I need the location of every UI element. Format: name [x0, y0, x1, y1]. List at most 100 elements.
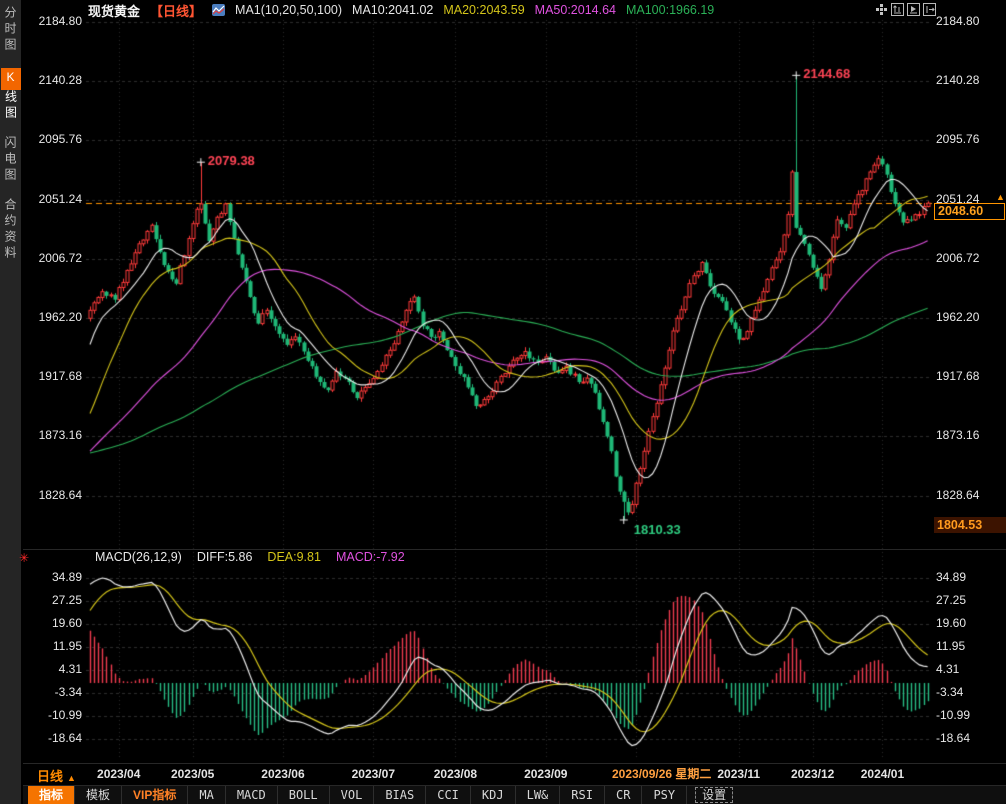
header-tool-icons: [875, 3, 936, 16]
macd-axis-label: -10.99: [47, 708, 82, 723]
ma10-value: MA10:2041.02: [352, 3, 434, 17]
macd-axis-label: -18.64: [47, 731, 82, 746]
y-axis-price-label: 1962.20: [936, 310, 980, 324]
indicator-macd[interactable]: MACD: [226, 786, 278, 804]
move-chart-icon[interactable]: [875, 3, 888, 16]
x-axis-month-label: 2023/11: [717, 767, 761, 781]
sidebar-tab-kline-chart[interactable]: K线图: [0, 68, 21, 122]
panel-divider: [23, 549, 1006, 550]
macd-axis-label: 27.25: [936, 593, 967, 608]
vip-indicators-button[interactable]: VIP指标: [122, 786, 189, 804]
macd-y-axis-left: 34.89 27.25 19.60 11.95 4.31 -3.34 -10.99 -18.6…: [18, 0, 82, 804]
y-axis-price-label: 1962.20: [38, 310, 82, 324]
y-axis-price-label: 2051.24: [38, 191, 82, 206]
y-axis-price-label: 2140.28: [936, 73, 980, 88]
x-axis-month-label: 2023/06: [261, 767, 305, 781]
macd-header: MACD(26,12,9) DIFF:5.86 DEA:9.81 MACD:-7…: [95, 550, 405, 564]
period-selector-label: 日线: [37, 769, 64, 784]
period-up-arrow-icon: ▲: [67, 773, 76, 783]
current-price-box: 2048.60: [934, 203, 1005, 220]
range-low-box: 1804.53: [934, 517, 1006, 533]
x-axis-month-label: 2023/07: [351, 767, 395, 781]
xaxis-divider: [23, 763, 1006, 764]
indicator-boll[interactable]: BOLL: [278, 786, 330, 804]
settings-button[interactable]: 设置: [695, 787, 734, 803]
indicator-cci[interactable]: CCI: [426, 786, 471, 804]
ma-group-label: MA1(10,20,50,100): [235, 3, 343, 17]
macd-axis-label: -3.34: [936, 685, 964, 700]
macd-axis-label: -10.99: [936, 708, 971, 723]
macd-axis-label: 4.31: [936, 662, 960, 677]
y-axis-price-label: 1917.68: [936, 369, 980, 384]
macd-dea-value: DEA:9.81: [267, 550, 321, 564]
x-axis-month-label: 2023/09: [524, 767, 568, 781]
sidebar-tab-kline-rest: 线图: [3, 90, 18, 122]
playback-icon[interactable]: [907, 3, 920, 16]
tab-templates[interactable]: 模板: [75, 786, 123, 804]
macd-axis-label: 11.95: [936, 639, 966, 654]
y-axis-price-label: 2184.80: [38, 14, 82, 28]
x-axis-month-label: 2024/01: [860, 767, 905, 781]
indicator-lw[interactable]: LW&: [516, 786, 561, 804]
macd-y-axis-right: 34.89 27.25 19.60 11.95 4.31 -3.34 -10.99 -18.6…: [936, 0, 1004, 804]
macd-macd-value: MACD:-7.92: [335, 550, 405, 564]
period-selector[interactable]: 日线 ▲: [37, 766, 76, 785]
alarm-icon[interactable]: ✳: [19, 551, 30, 565]
x-axis-row: 日线 ▲ 2023/04 2023/05 2023/06 2023/07 2023/08 2…: [23, 764, 1006, 785]
symbol-title: 现货黄金: [88, 3, 141, 19]
ma-settings-icon[interactable]: [212, 4, 226, 16]
sidebar-tab-contract-info[interactable]: 合约资料: [3, 198, 17, 262]
page-forward-icon[interactable]: [923, 3, 936, 16]
sidebar-tab-time-chart[interactable]: 分时图: [3, 6, 17, 54]
left-sidebar: 分时图 K线图 闪电图 合约资料: [0, 0, 22, 804]
price-up-arrow-icon: ▲: [996, 192, 1005, 202]
y-axis-price-label: 2051.24: [936, 191, 980, 206]
ma20-value: MA20:2043.59: [443, 3, 525, 17]
y-axis-price-label: 1828.64: [38, 487, 82, 502]
x-axis-month-label: 2023/08: [433, 767, 478, 781]
x-axis-month-label: 2023/12: [790, 767, 835, 781]
indicator-toolbar: 指标 模板 VIP指标 MA MACD BOLL VOL BIAS CCI KD…: [23, 786, 1006, 804]
macd-axis-label: -3.34: [54, 685, 82, 700]
macd-axis-label: 19.60: [936, 616, 967, 631]
chart-header: 现货黄金 【日线】 MA1(10,20,50,100) MA10:2041.02…: [88, 2, 715, 19]
sidebar-tab-lightning-chart[interactable]: 闪电图: [3, 136, 17, 184]
cursor-date-tooltip: 2023/09/26 星期二: [607, 765, 717, 784]
y-axis-price-label: 2095.76: [936, 132, 980, 147]
axis-scale-icon[interactable]: [891, 3, 904, 16]
macd-title: MACD(26,12,9): [95, 550, 182, 564]
x-axis-month-label: 2023/04: [97, 767, 141, 781]
macd-axis-label: 19.60: [51, 616, 82, 631]
indicator-bias[interactable]: BIAS: [374, 786, 427, 804]
indicator-psy[interactable]: PSY: [642, 786, 688, 804]
ma50-value: MA50:2014.64: [534, 3, 616, 17]
macd-axis-label: 4.31: [58, 662, 82, 677]
macd-axis-label: 11.95: [52, 639, 82, 654]
macd-axis-label: 34.89: [51, 570, 82, 585]
tab-indicators[interactable]: 指标: [28, 786, 76, 804]
y-axis-price-label: 2095.76: [38, 132, 82, 147]
y-axis-price-label: 1828.64: [936, 487, 980, 502]
x-axis-month-label: 2023/05: [170, 767, 215, 781]
ma100-value: MA100:1966.19: [625, 3, 715, 17]
indicator-ma[interactable]: MA: [188, 786, 226, 804]
sidebar-tab-kline-highlight: K: [0, 68, 21, 90]
toolbar-divider: [23, 785, 1006, 786]
indicator-kdj[interactable]: KDJ: [471, 786, 516, 804]
y-axis-price-label: 1873.16: [38, 428, 82, 443]
main-y-axis-right: 2184.80 2140.28 2095.76 2051.24 2006.72 1962.…: [936, 0, 1004, 804]
indicator-rsi[interactable]: RSI: [560, 786, 605, 804]
indicator-cr[interactable]: CR: [605, 786, 643, 804]
macd-axis-label: 27.25: [51, 593, 82, 608]
y-axis-price-label: 1917.68: [38, 369, 82, 384]
y-axis-price-label: 2006.72: [38, 250, 82, 265]
period-tag[interactable]: 【日线】: [150, 3, 203, 19]
y-axis-price-label: 2184.80: [936, 14, 980, 28]
macd-axis-label: -18.64: [936, 731, 971, 746]
y-axis-price-label: 2140.28: [38, 73, 82, 88]
y-axis-price-label: 2006.72: [936, 250, 980, 265]
indicator-vol[interactable]: VOL: [330, 786, 375, 804]
y-axis-price-label: 1873.16: [936, 428, 980, 443]
macd-diff-value: DIFF:5.86: [196, 550, 253, 564]
